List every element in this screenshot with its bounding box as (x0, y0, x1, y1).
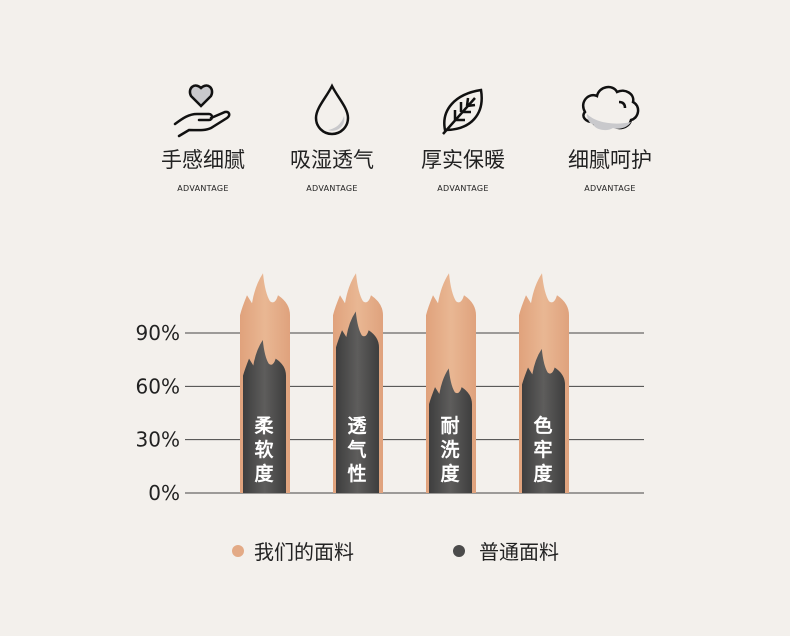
feature-warm: 厚实保暖 ADVANTAGE (398, 80, 528, 193)
legend-label: 我们的面料 (254, 540, 354, 564)
category-label: 耐 (440, 415, 459, 437)
category-label: 度 (254, 462, 274, 485)
feature-soft-touch: 手感细腻 ADVANTAGE (138, 80, 268, 193)
bar-ordinary (522, 348, 565, 493)
feature-subtitle: ADVANTAGE (584, 184, 636, 193)
category-label: 牢 (533, 438, 552, 461)
feature-subtitle: ADVANTAGE (306, 184, 358, 193)
category-label: 度 (533, 462, 553, 485)
feature-breathable: 吸湿透气 ADVANTAGE (267, 80, 397, 193)
legend-swatch (232, 544, 244, 557)
category-label: 性 (347, 462, 366, 485)
legend-item-ordinary: 普通面料 (453, 536, 559, 565)
hand-heart-icon (173, 84, 231, 138)
bar-ordinary (243, 339, 286, 493)
feature-subtitle: ADVANTAGE (177, 184, 229, 193)
water-drop-icon (314, 83, 350, 136)
y-tick-label: 0% (148, 481, 180, 505)
category-label: 气 (346, 438, 366, 461)
leaf-icon (442, 88, 483, 135)
feature-care: 细腻呵护 ADVANTAGE (545, 80, 675, 193)
category-label: 度 (440, 462, 460, 485)
legend-label: 普通面料 (479, 540, 559, 564)
category-label: 柔 (254, 415, 274, 437)
bar-ordinary (336, 311, 379, 493)
category-label: 洗 (440, 438, 459, 461)
category-label: 软 (254, 438, 273, 461)
feature-subtitle: ADVANTAGE (437, 184, 489, 193)
cotton-icon (581, 85, 640, 131)
category-label: 色 (533, 414, 552, 437)
feature-title: 手感细腻 (161, 148, 245, 172)
legend-item-ours: 我们的面料 (232, 536, 354, 565)
feature-title: 细腻呵护 (568, 148, 652, 172)
y-tick-label: 30% (136, 428, 180, 452)
y-tick-label: 90% (136, 321, 180, 345)
feature-title: 吸湿透气 (290, 148, 374, 172)
legend-swatch (453, 544, 465, 557)
bar-ordinary (429, 368, 472, 493)
feature-title: 厚实保暖 (421, 148, 505, 172)
category-label: 透 (347, 415, 367, 437)
y-tick-label: 60% (136, 374, 180, 398)
